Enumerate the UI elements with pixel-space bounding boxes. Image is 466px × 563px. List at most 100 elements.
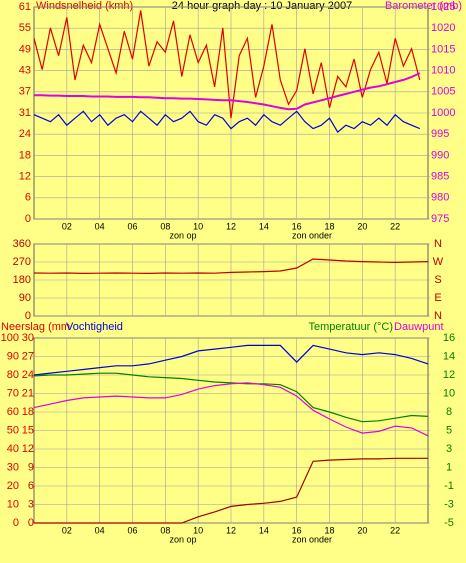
y2-tick-label: 10 [443, 387, 455, 399]
x-tick-label: 10 [193, 221, 203, 231]
y2-tick-label: 985 [431, 171, 449, 183]
x-tick-label: 20 [357, 525, 367, 535]
y2-tick-label: 990 [431, 149, 449, 161]
x-tick-label: 10 [193, 525, 203, 535]
y-tick-label: 90 [7, 350, 19, 362]
x-tick-label: 16 [292, 525, 302, 535]
y2-tick-label: 1025 [431, 1, 455, 13]
x-tick-label: 06 [127, 221, 137, 231]
y-tick-label: 18 [19, 149, 31, 161]
x-tick-label: 22 [390, 221, 400, 231]
series-line [33, 382, 429, 437]
y2-tick-label: 3 [446, 443, 452, 455]
y2-tick-label: S [434, 274, 441, 286]
y-tick-label: 10 [7, 498, 19, 510]
y2-tick-label: N [434, 310, 442, 322]
x-tick-label: 22 [390, 525, 400, 535]
wind-axis-title: Windsnelheid (kmh) [36, 0, 133, 12]
series-line [33, 344, 429, 376]
x-tick-label: 14 [259, 221, 269, 231]
y3-tick-label: 21 [22, 387, 34, 399]
y2-tick-label: 1020 [431, 22, 455, 34]
y-tick-label: 12 [19, 171, 31, 183]
y3-tick-label: 15 [22, 424, 34, 436]
y-tick-label: 37 [19, 86, 31, 98]
y-tick-label: 180 [13, 274, 31, 286]
x-tick-label: 12 [226, 525, 236, 535]
y2-tick-label: 1000 [431, 107, 455, 119]
y2-tick-label: 1 [446, 461, 452, 473]
y-tick-label: 90 [19, 292, 31, 304]
y-tick-label: 40 [7, 443, 19, 455]
y-tick-label: 360 [13, 238, 31, 250]
y-tick-label: 0 [25, 213, 31, 225]
y2-tick-label: 1005 [431, 86, 455, 98]
sun-annotation: zon onder [292, 230, 332, 240]
y2-tick-label: -3 [444, 498, 454, 510]
x-tick-label: 06 [127, 525, 137, 535]
x-tick-label: 14 [259, 525, 269, 535]
x-tick-label: 04 [95, 525, 105, 535]
y2-tick-label: 12 [443, 369, 455, 381]
y-tick-label: 49 [19, 43, 31, 55]
y3-tick-label: 6 [28, 480, 34, 492]
y-tick-label: 0 [13, 517, 19, 529]
y3-tick-label: 18 [22, 406, 34, 418]
x-tick-label: 04 [95, 221, 105, 231]
y-tick-label: 31 [19, 107, 31, 119]
y2-tick-label: 5 [446, 424, 452, 436]
x-tick-label: 12 [226, 221, 236, 231]
series-line [34, 457, 428, 524]
y-tick-label: 24 [19, 128, 31, 140]
series-line [33, 258, 429, 275]
temp-axis-title: Temperatuur (°C) [309, 321, 393, 333]
y-tick-label: 80 [7, 369, 19, 381]
y3-tick-label: 9 [28, 461, 34, 473]
x-tick-label: 08 [160, 525, 170, 535]
y3-tick-label: 3 [28, 498, 34, 510]
series-line [33, 10, 421, 119]
x-tick-label: 18 [324, 525, 334, 535]
y3-tick-label: 24 [22, 369, 34, 381]
rain-axis-title: Neerslag (mm [1, 321, 70, 333]
y-tick-label: 6 [25, 192, 31, 204]
x-tick-label: 20 [357, 221, 367, 231]
y2-tick-label: -1 [444, 480, 454, 492]
sun-annotation: zon op [169, 534, 196, 544]
x-tick-label: 02 [62, 221, 72, 231]
y-tick-label: 43 [19, 65, 31, 77]
x-tick-label: 08 [160, 221, 170, 231]
y2-tick-label: 1010 [431, 65, 455, 77]
y2-tick-label: 8 [446, 406, 452, 418]
humidity-axis-title: Vochtigheid [66, 321, 123, 333]
y2-tick-label: -5 [444, 517, 454, 529]
y2-tick-label: 975 [431, 213, 449, 225]
y2-tick-label: 1015 [431, 43, 455, 55]
y-tick-label: 20 [7, 480, 19, 492]
y-tick-label: 61 [19, 1, 31, 13]
y3-tick-label: 30 [22, 332, 34, 344]
y3-tick-label: 27 [22, 350, 34, 362]
y2-tick-label: N [434, 238, 442, 250]
sun-annotation: zon onder [292, 534, 332, 544]
x-tick-label: 02 [62, 525, 72, 535]
y-tick-label: 70 [7, 387, 19, 399]
series-line [33, 110, 421, 134]
y2-tick-label: 980 [431, 192, 449, 204]
series-line [33, 372, 429, 423]
y3-tick-label: 0 [28, 517, 34, 529]
x-tick-label: 18 [324, 221, 334, 231]
y-tick-label: 100 [1, 332, 19, 344]
y3-tick-label: 12 [22, 443, 34, 455]
y-tick-label: 50 [7, 424, 19, 436]
baro-axis-title: Barometer (mb) [385, 0, 462, 12]
chart-title: 24 hour graph day : 10 January 2007 [172, 0, 352, 12]
y-tick-label: 55 [19, 22, 31, 34]
series-line [34, 72, 421, 111]
dewpoint-axis-title: Dauwpunt [394, 321, 444, 333]
y2-tick-label: W [433, 256, 444, 268]
x-tick-label: 16 [292, 221, 302, 231]
y-tick-label: 270 [13, 256, 31, 268]
y2-tick-label: E [434, 292, 441, 304]
